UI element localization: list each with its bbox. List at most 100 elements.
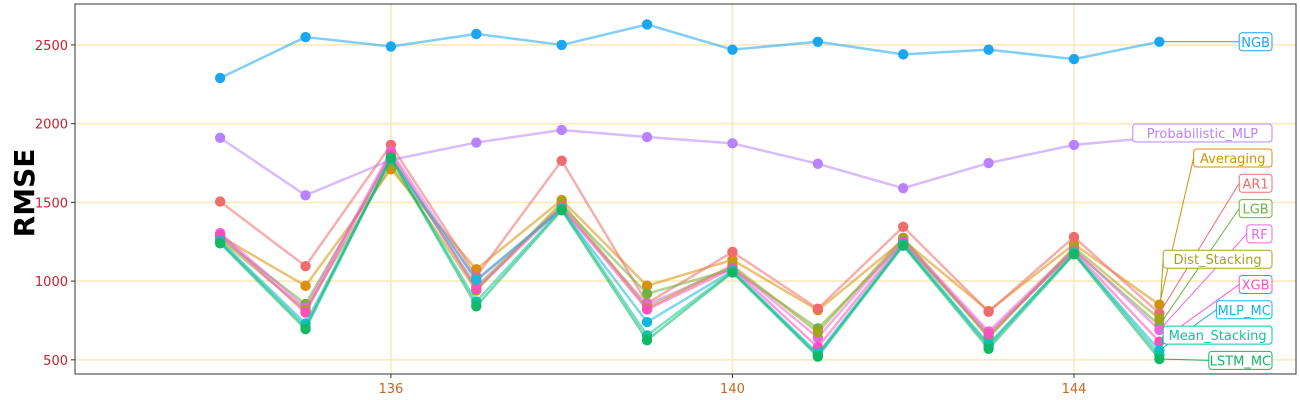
data-point <box>214 132 226 144</box>
data-point <box>556 39 567 51</box>
label-text: Mean_Stacking <box>1169 329 1267 344</box>
data-point <box>983 157 994 169</box>
data-point <box>812 303 824 314</box>
x-tick-label: 140 <box>720 382 745 397</box>
label-box <box>1208 350 1273 370</box>
data-point <box>641 131 653 143</box>
label-box <box>1215 300 1273 320</box>
data-point <box>898 183 909 194</box>
label-text: Dist_Stacking <box>1174 253 1262 268</box>
axis-ticks: 500 1000 1500 2000 2500 136 140 144 <box>35 39 1087 397</box>
data-point <box>214 238 226 249</box>
data-point <box>300 307 311 318</box>
data-point <box>641 288 653 299</box>
series-label-rf: RF <box>1159 224 1273 331</box>
data-point <box>471 28 482 40</box>
series-probabilistic-mlp <box>214 124 1165 201</box>
data-point <box>983 44 994 55</box>
data-point <box>300 260 311 272</box>
data-point <box>214 72 226 84</box>
data-point <box>898 240 909 251</box>
series-lstm-mc <box>214 152 1165 365</box>
y-tick-label: 1500 <box>35 196 68 211</box>
label-box <box>1162 249 1273 269</box>
series-label-probabilistic-mlp: Probabilistic_MLP <box>1132 123 1273 143</box>
label-leader-line <box>1158 157 1195 305</box>
label-text: LSTM_MC <box>1210 354 1271 369</box>
data-point <box>471 301 482 312</box>
series-label-lstm-mc: LSTM_MC <box>1159 350 1273 370</box>
label-box <box>1238 275 1273 294</box>
data-point <box>641 304 653 315</box>
series-mlp-mc <box>214 153 1165 359</box>
label-text: XGB <box>1242 279 1270 294</box>
series-label-mlp-mc: MLP_MC <box>1159 300 1273 351</box>
data-point <box>727 267 738 278</box>
label-text: LGB <box>1242 203 1268 218</box>
data-point <box>385 152 397 163</box>
x-tick-label: 144 <box>1062 382 1087 397</box>
data-point <box>983 328 994 340</box>
grid-lines <box>75 4 1296 374</box>
series-line <box>219 155 1161 338</box>
data-point <box>300 323 311 335</box>
data-point <box>641 280 653 292</box>
data-point <box>727 138 738 149</box>
series-averaging <box>214 164 1165 317</box>
data-point <box>385 41 397 52</box>
series-label-averaging: Averaging <box>1158 148 1273 305</box>
series-label-ngb: NGB <box>1159 32 1273 52</box>
series-ngb <box>214 19 1165 84</box>
series-label-mean-stacking: Mean_Stacking <box>1158 325 1273 356</box>
data-point <box>556 124 567 136</box>
data-point <box>1068 53 1080 65</box>
label-leader-line <box>1159 358 1209 361</box>
data-point <box>556 155 567 166</box>
data-point <box>727 246 738 258</box>
data-point <box>898 49 909 60</box>
x-tick-label: 136 <box>379 382 404 397</box>
label-leader-line <box>1158 183 1240 314</box>
series-label-ar1: AR1 <box>1158 173 1273 314</box>
series-line <box>219 143 1161 315</box>
label-leader-line <box>1158 335 1164 356</box>
series-line <box>219 152 1161 349</box>
data-point <box>641 19 653 30</box>
data-point <box>300 31 311 43</box>
label-text: NGB <box>1241 36 1270 51</box>
label-text: RF <box>1251 228 1268 243</box>
label-box <box>1238 199 1273 219</box>
data-point <box>812 36 824 47</box>
data-point <box>641 334 653 346</box>
data-point <box>727 44 738 55</box>
data-point <box>1068 249 1080 260</box>
series-mean-stacking <box>214 153 1165 361</box>
series-layer <box>214 19 1165 365</box>
label-text: Averaging <box>1200 152 1266 167</box>
data-point <box>983 343 994 355</box>
y-tick-label: 500 <box>43 354 68 369</box>
plot-border <box>74 3 1297 375</box>
data-point <box>300 190 311 201</box>
series-label-dist-stacking: Dist_Stacking <box>1158 249 1273 319</box>
label-leader-line <box>1158 259 1164 319</box>
label-box <box>1162 325 1273 345</box>
y-axis-title: RMSE <box>8 149 41 238</box>
data-point <box>471 283 482 295</box>
y-tick-label: 2500 <box>35 39 68 54</box>
y-tick-label: 2000 <box>35 118 68 133</box>
series-line <box>219 156 1161 360</box>
data-point <box>471 274 482 285</box>
data-point <box>812 327 824 338</box>
label-box <box>1238 32 1273 52</box>
data-point <box>812 351 824 362</box>
series-labels: NGB Probabilistic_MLP Averaging AR1 LGB RF Dis… <box>1132 32 1273 370</box>
series-line <box>219 149 1161 340</box>
y-tick-label: 1000 <box>35 275 68 290</box>
label-box <box>1238 173 1273 193</box>
label-box <box>1132 123 1273 143</box>
series-xgb <box>214 148 1165 353</box>
data-point <box>471 137 482 148</box>
data-point <box>983 306 994 318</box>
